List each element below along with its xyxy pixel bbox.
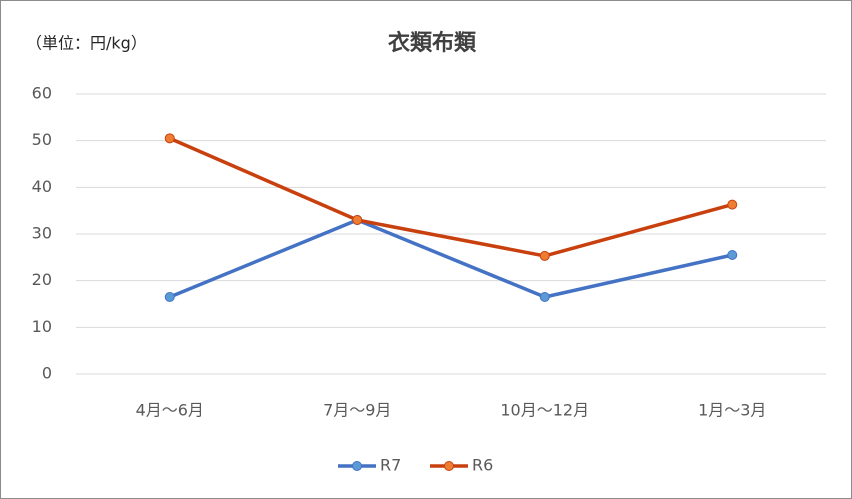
y-tick-label: 20 — [32, 270, 52, 289]
legend-marker — [352, 461, 362, 471]
y-tick-label: 30 — [32, 224, 52, 243]
x-tick-label: 10月～12月 — [500, 401, 589, 420]
y-tick-label: 10 — [32, 317, 52, 336]
x-tick-label: 4月～6月 — [136, 401, 204, 420]
point — [539, 250, 550, 261]
legend-label: R7 — [380, 456, 401, 475]
series-line — [169, 136, 733, 258]
point — [727, 199, 738, 210]
x-tick-label: 1月～3月 — [698, 401, 766, 420]
point — [352, 215, 363, 225]
series-line — [169, 218, 733, 299]
unit-note: （単位：円/kg） — [26, 34, 147, 53]
y-tick-label: 40 — [32, 177, 52, 196]
point — [539, 292, 550, 302]
x-tick-label: 7月～9月 — [323, 401, 391, 420]
chart-title: 衣類布類 — [388, 30, 477, 56]
point — [164, 133, 175, 144]
y-tick-label: 0 — [42, 364, 52, 383]
legend-marker — [444, 461, 454, 471]
y-tick-label: 50 — [32, 130, 52, 149]
legend-label: R6 — [472, 456, 493, 475]
point — [727, 250, 738, 260]
y-tick-label: 60 — [32, 84, 52, 103]
point — [164, 292, 175, 302]
